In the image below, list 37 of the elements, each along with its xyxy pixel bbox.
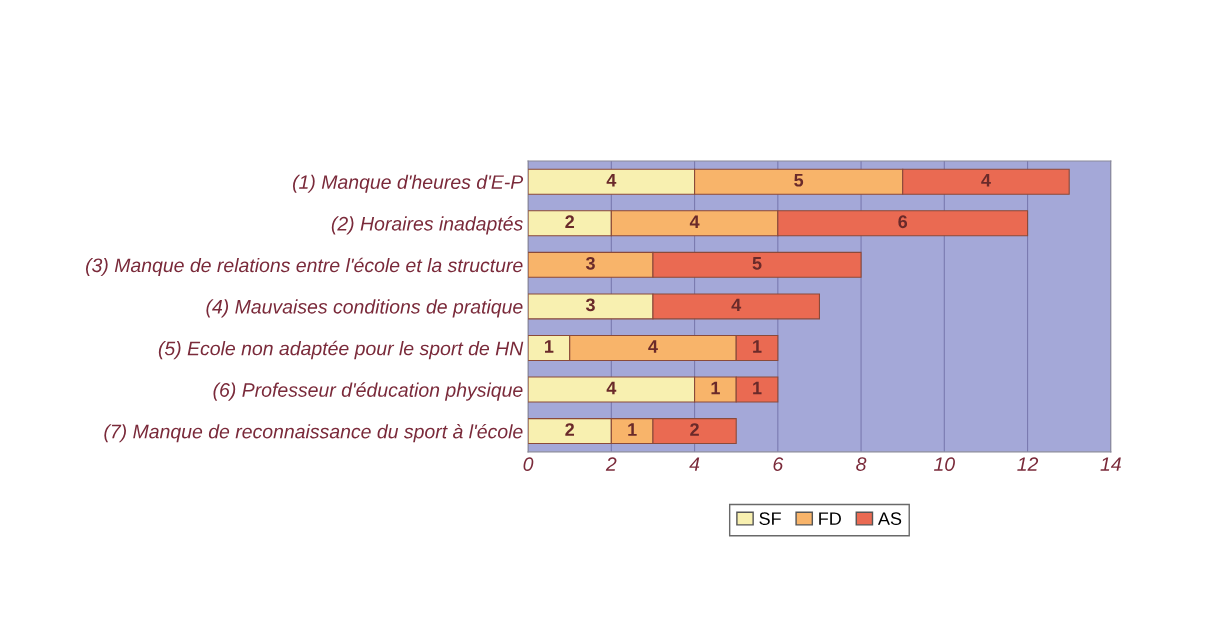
x-tick-label: 12	[1017, 457, 1039, 471]
x-tick-label: 4	[689, 457, 700, 471]
x-tick-label: 8	[856, 457, 867, 472]
data-label: 2	[565, 423, 575, 436]
y-tick-label: (7) Manque de reconnaissance du sport à l'école	[104, 423, 523, 443]
legend-label: SF	[759, 512, 781, 526]
x-tick-label: 0	[523, 457, 534, 472]
legend-label: AS	[877, 512, 902, 526]
y-tick-label: (4) Mauvaises conditions de pratique	[206, 299, 523, 318]
data-label: 4	[731, 298, 742, 312]
data-label: 1	[753, 340, 762, 353]
data-label: 1	[711, 381, 720, 395]
y-tick-label: (5) Ecole non adaptée pour le sport de HN	[158, 340, 524, 360]
data-label: 4	[981, 173, 991, 187]
y-tick-label: (3) Manque de relations entre l'école et la structure	[85, 257, 523, 277]
data-label: 6	[898, 215, 908, 229]
data-label: 2	[565, 215, 575, 228]
x-tick-label: 6	[773, 457, 784, 472]
data-label: 3	[585, 256, 595, 270]
data-label: 4	[606, 173, 617, 187]
y-tick-label: (2) Horaires inadaptés	[331, 216, 523, 235]
data-label: 4	[606, 381, 617, 395]
data-label: 3	[585, 298, 595, 312]
legend-label: FD	[819, 512, 841, 525]
x-tick-label: 10	[934, 457, 955, 472]
data-label: 5	[794, 173, 804, 187]
data-label: 4	[689, 215, 700, 228]
data-label: 1	[753, 381, 762, 395]
x-tick-label: 14	[1100, 457, 1121, 471]
data-label: 5	[752, 257, 762, 270]
data-label: 1	[628, 423, 637, 436]
data-label: 1	[545, 340, 554, 353]
y-tick-label: (1) Manque d'heures d'E-P	[293, 174, 524, 193]
data-label: 4	[648, 340, 658, 353]
x-tick-label: 2	[605, 457, 617, 471]
data-label: 2	[690, 423, 699, 436]
y-tick-label: (6) Professeur d'éducation physique	[213, 382, 523, 401]
